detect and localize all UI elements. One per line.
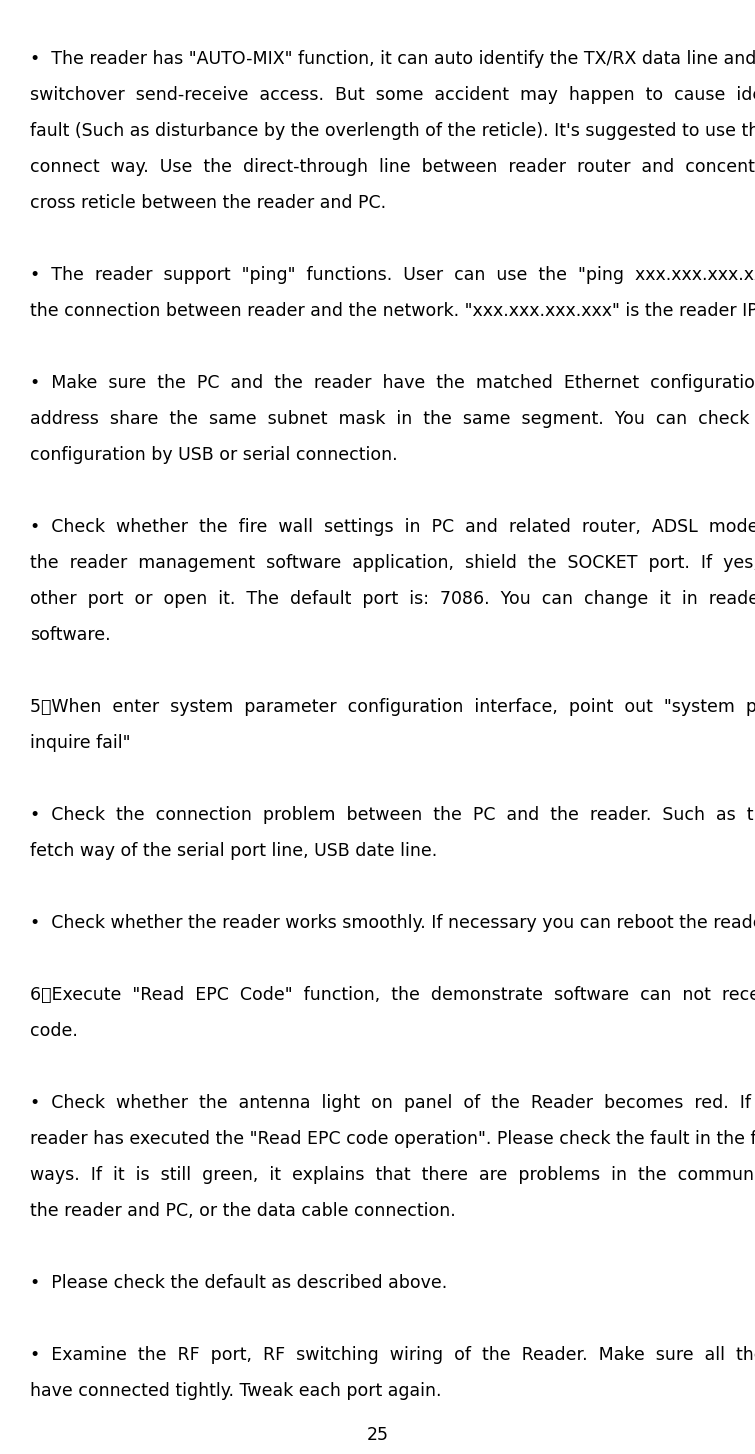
Text: •  Check  the  connection  problem  between  the  PC  and  the  reader.  Such  a: • Check the connection problem between t… <box>30 806 755 824</box>
Text: software.: software. <box>30 627 111 644</box>
Text: the reader and PC, or the data cable connection.: the reader and PC, or the data cable con… <box>30 1202 456 1220</box>
Text: address  share  the  same  subnet  mask  in  the  same  segment.  You  can  chec: address share the same subnet mask in th… <box>30 410 755 427</box>
Text: fetch way of the serial port line, USB date line.: fetch way of the serial port line, USB d… <box>30 842 437 859</box>
Text: other  port  or  open  it.  The  default  port  is:  7086.  You  can  change  it: other port or open it. The default port … <box>30 590 755 608</box>
Text: have connected tightly. Tweak each port again.: have connected tightly. Tweak each port … <box>30 1381 442 1400</box>
Text: 6．Execute  "Read  EPC  Code"  function,  the  demonstrate  software  can  not  r: 6．Execute "Read EPC Code" function, the … <box>30 986 755 1005</box>
Text: •  Examine  the  RF  port,  RF  switching  wiring  of  the  Reader.  Make  sure : • Examine the RF port, RF switching wiri… <box>30 1346 755 1364</box>
Text: 25: 25 <box>366 1426 389 1444</box>
Text: •  Make  sure  the  PC  and  the  reader  have  the  matched  Ethernet  configur: • Make sure the PC and the reader have t… <box>30 374 755 393</box>
Text: inquire fail": inquire fail" <box>30 734 131 752</box>
Text: •  Check  whether  the  fire  wall  settings  in  PC  and  related  router,  ADS: • Check whether the fire wall settings i… <box>30 518 755 537</box>
Text: reader has executed the "Read EPC code operation". Please check the fault in the: reader has executed the "Read EPC code o… <box>30 1130 755 1149</box>
Text: the  reader  management  software  application,  shield  the  SOCKET  port.  If : the reader management software applicati… <box>30 554 755 571</box>
Text: •  The  reader  support  "ping"  functions.  User  can  use  the  "ping  xxx.xxx: • The reader support "ping" functions. U… <box>30 266 755 284</box>
Text: •  Check whether the reader works smoothly. If necessary you can reboot the read: • Check whether the reader works smoothl… <box>30 915 755 932</box>
Text: the connection between reader and the network. "xxx.xxx.xxx.xxx" is the reader I: the connection between reader and the ne… <box>30 302 755 320</box>
Text: code.: code. <box>30 1022 78 1040</box>
Text: configuration by USB or serial connection.: configuration by USB or serial connectio… <box>30 446 398 464</box>
Text: cross reticle between the reader and PC.: cross reticle between the reader and PC. <box>30 193 386 212</box>
Text: switchover  send-receive  access.  But  some  accident  may  happen  to  cause  : switchover send-receive access. But some… <box>30 86 755 105</box>
Text: •  Check  whether  the  antenna  light  on  panel  of  the  Reader  becomes  red: • Check whether the antenna light on pan… <box>30 1093 755 1112</box>
Text: ways.  If  it  is  still  green,  it  explains  that  there  are  problems  in  : ways. If it is still green, it explains … <box>30 1166 755 1184</box>
Text: connect  way.  Use  the  direct-through  line  between  reader  router  and  con: connect way. Use the direct-through line… <box>30 158 755 176</box>
Text: 5．When  enter  system  parameter  configuration  interface,  point  out  "system: 5．When enter system parameter configurat… <box>30 698 755 715</box>
Text: fault (Such as disturbance by the overlength of the reticle). It's suggested to : fault (Such as disturbance by the overle… <box>30 122 755 140</box>
Text: •  The reader has "AUTO-MIX" function, it can auto identify the TX/RX data line : • The reader has "AUTO-MIX" function, it… <box>30 49 755 68</box>
Text: •  Please check the default as described above.: • Please check the default as described … <box>30 1274 447 1293</box>
